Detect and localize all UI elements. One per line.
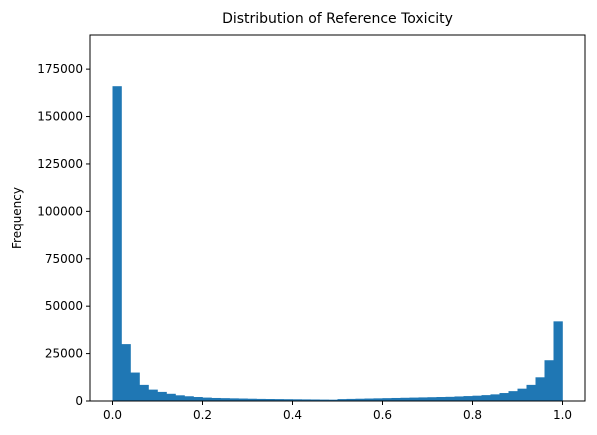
x-tick-label: 0.4 — [283, 408, 302, 422]
histogram-bar — [157, 391, 167, 401]
y-tick-label: 100000 — [37, 204, 83, 218]
histogram-bar — [283, 399, 293, 401]
histogram-bar — [229, 398, 239, 401]
histogram-bar — [175, 395, 185, 401]
histogram-bar — [328, 399, 338, 401]
histogram-bar — [364, 398, 374, 401]
histogram-bar — [292, 399, 302, 401]
histogram-bar — [382, 398, 392, 401]
y-tick-label: 0 — [75, 394, 83, 408]
histogram-bar — [418, 397, 428, 401]
histogram-bar — [310, 399, 320, 401]
y-tick-label: 125000 — [37, 157, 83, 171]
histogram-bar — [238, 398, 248, 401]
x-tick-label: 0.6 — [373, 408, 392, 422]
histogram-bar — [112, 86, 122, 401]
y-axis: 0 25000 50000 75000 100000 125000 150000 175000 — [37, 62, 90, 408]
histogram-bar — [400, 397, 410, 401]
histogram-bar — [526, 384, 536, 401]
histogram-bar — [247, 398, 257, 401]
y-tick-label: 175000 — [37, 62, 83, 76]
histogram-bar — [202, 397, 212, 401]
histogram-bar — [301, 399, 311, 401]
y-tick-label: 25000 — [45, 347, 83, 361]
y-tick-label: 50000 — [45, 299, 83, 313]
histogram-bar — [193, 397, 203, 401]
y-axis-label: Frequency — [10, 187, 24, 249]
histogram-bar — [535, 377, 545, 401]
histogram-bar — [409, 397, 419, 401]
histogram-bar — [220, 398, 230, 401]
x-tick-label: 0.0 — [103, 408, 122, 422]
chart-title: Distribution of Reference Toxicity — [222, 11, 453, 27]
histogram-bar — [553, 321, 563, 401]
histogram-bar — [463, 396, 473, 401]
histogram-bar — [319, 399, 329, 401]
histogram-bar — [346, 398, 356, 401]
histogram-bar — [472, 395, 482, 401]
x-tick-label: 0.2 — [193, 408, 212, 422]
y-tick-label: 75000 — [45, 252, 83, 266]
y-tick-label: 150000 — [37, 110, 83, 124]
histogram-bar — [265, 399, 275, 401]
histogram-bar — [544, 360, 554, 401]
histogram-bar — [130, 372, 140, 401]
histogram-bar — [256, 398, 266, 401]
histogram-bar — [427, 397, 437, 401]
histogram-bar — [517, 388, 527, 401]
histogram-bar — [454, 396, 464, 401]
histogram-bar — [436, 397, 446, 401]
histogram-bar — [337, 399, 347, 401]
histogram-bar — [373, 398, 383, 401]
histogram-bar — [490, 394, 500, 401]
histogram-bar — [355, 398, 365, 401]
histogram-bar — [184, 396, 194, 401]
histogram-bar — [274, 399, 284, 401]
x-axis: 0.0 0.2 0.4 0.6 0.8 1.0 — [103, 401, 572, 422]
x-tick-label: 0.8 — [463, 408, 482, 422]
x-tick-label: 1.0 — [553, 408, 572, 422]
histogram-bar — [499, 393, 509, 401]
histogram-bar — [211, 397, 221, 401]
histogram-bar — [481, 395, 491, 401]
histogram-bar — [148, 389, 158, 401]
histogram-bar — [508, 391, 518, 401]
histogram-bar — [445, 396, 455, 401]
histogram-bar — [139, 384, 149, 401]
plot-frame — [89, 34, 586, 402]
histogram-bar — [166, 393, 176, 401]
histogram-bar — [121, 344, 131, 401]
histogram-bar — [391, 397, 401, 401]
bars-group — [112, 86, 563, 401]
